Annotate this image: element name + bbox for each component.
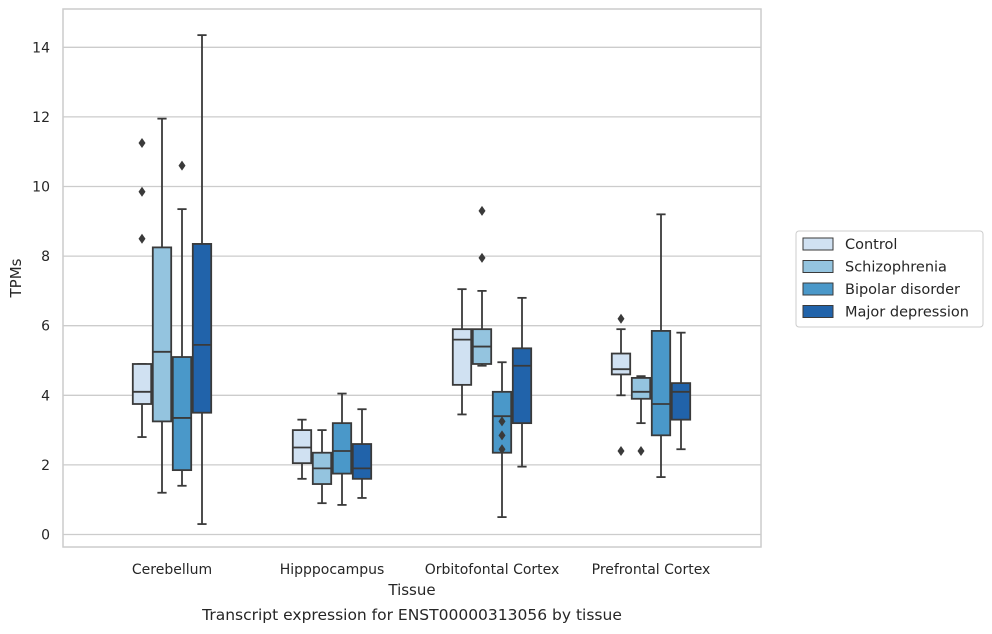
box-iqr: [511, 347, 533, 425]
legend-swatch: [802, 305, 834, 318]
outlier-point: [478, 252, 486, 263]
outlier-point: [498, 430, 506, 441]
outlier-point: [617, 313, 625, 324]
box-major-depression: [511, 296, 533, 468]
box-schizophrenia: [311, 429, 333, 505]
figure-caption: Transcript expression for ENST0000031305…: [202, 606, 622, 624]
outlier-point: [178, 160, 186, 171]
box-iqr: [610, 352, 632, 376]
y-tick-label: 8: [41, 249, 50, 265]
box-iqr: [650, 330, 672, 437]
legend-label: Control: [845, 237, 897, 253]
outlier-point: [478, 205, 486, 216]
y-tick-label: 14: [32, 40, 50, 56]
legend-swatch: [802, 282, 834, 296]
box-iqr: [171, 356, 193, 472]
legend-label: Schizophrenia: [845, 260, 947, 276]
y-tick-label: 12: [32, 110, 50, 126]
box-control: [610, 313, 632, 456]
box-iqr: [151, 246, 173, 423]
legend-label: Bipolar disorder: [845, 282, 960, 298]
y-tick-label: 10: [32, 180, 50, 196]
x-axis-title: Tissue: [387, 581, 435, 599]
box-control: [451, 288, 473, 416]
x-tick-label: Prefrontal Cortex: [592, 562, 711, 578]
box-schizophrenia: [151, 117, 173, 494]
outlier-point: [138, 233, 146, 244]
y-tick-label: 4: [41, 388, 50, 404]
legend: Control Schizophrenia Bipolar disorder Majo…: [795, 230, 984, 328]
y-tick-label: 2: [41, 458, 50, 474]
box-schizophrenia: [630, 375, 652, 456]
box-iqr: [331, 422, 353, 475]
x-tick-labels: Cerebellum Hipppocampus Orbitofontal Corte…: [132, 562, 710, 578]
box-iqr: [351, 443, 373, 480]
box-major-depression: [191, 34, 213, 525]
outlier-point: [138, 138, 146, 148]
y-tick-label: 0: [41, 528, 50, 544]
x-tick-label: Orbitofontal Cortex: [425, 562, 560, 578]
legend-frame: [795, 230, 984, 328]
box-iqr: [191, 243, 213, 414]
x-tick-label: Hipppocampus: [280, 562, 385, 578]
outlier-point: [138, 186, 146, 197]
outlier-point: [637, 445, 645, 456]
box-control: [291, 418, 313, 480]
box-groups: [131, 34, 692, 525]
box-iqr: [670, 382, 692, 421]
box-iqr: [630, 376, 652, 400]
outlier-point: [498, 416, 506, 427]
box-bipolar-disorder: [491, 361, 513, 518]
box-iqr: [451, 328, 473, 386]
box-major-depression: [351, 408, 373, 499]
y-axis-title: TPMs: [7, 258, 25, 298]
box-bipolar-disorder: [171, 160, 193, 487]
box-schizophrenia: [471, 205, 493, 367]
box-major-depression: [670, 331, 692, 451]
legend-swatch: [802, 260, 834, 273]
x-tick-label: Cerebellum: [132, 562, 212, 578]
box-control: [131, 138, 153, 438]
legend-swatch: [802, 237, 834, 251]
y-tick-label: 6: [41, 319, 50, 335]
box-iqr: [131, 363, 153, 405]
plot-frame: [62, 8, 762, 548]
box-bipolar-disorder: [331, 392, 353, 506]
outlier-point: [498, 444, 506, 455]
y-tick-labels: 0 2 4 6 8 10 12 14: [32, 40, 50, 543]
box-bipolar-disorder: [650, 213, 672, 478]
outlier-point: [617, 445, 625, 456]
legend-label: Major depression: [845, 305, 969, 321]
